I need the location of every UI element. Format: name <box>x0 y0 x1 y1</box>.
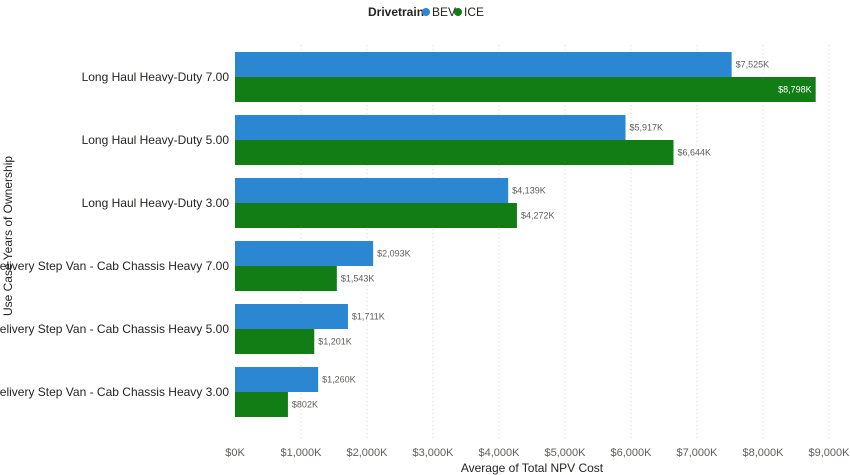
bar-bev <box>235 304 348 329</box>
data-label: $4,139K <box>512 186 546 196</box>
x-tick-label: $8,000K <box>743 447 785 459</box>
category-label: Long Haul Heavy-Duty 5.00 <box>82 133 230 147</box>
category-label: Delivery Step Van - Cab Chassis Heavy 3.… <box>0 385 229 399</box>
bar-ice <box>235 392 288 417</box>
category-label: Delivery Step Van - Cab Chassis Heavy 7.… <box>0 259 229 273</box>
legend-label-ice: ICE <box>464 5 484 19</box>
gridlines <box>300 45 830 438</box>
x-tick-label: $0K <box>225 447 245 459</box>
data-label: $4,272K <box>521 211 555 221</box>
data-label: $1,260K <box>322 375 356 385</box>
category-label: Long Haul Heavy-Duty 3.00 <box>82 196 230 210</box>
bar-bev <box>235 52 732 77</box>
bar-ice <box>235 266 337 291</box>
category-label: Long Haul Heavy-Duty 7.00 <box>82 70 230 84</box>
legend-marker-ice <box>454 8 462 16</box>
x-tick-label: $7,000K <box>677 447 719 459</box>
legend-label-bev: BEV <box>432 5 456 19</box>
y-axis-title: Use Case Years of Ownership <box>1 156 15 316</box>
bar-bev <box>235 241 374 266</box>
data-label: $6,644K <box>678 148 712 158</box>
category-label: Delivery Step Van - Cab Chassis Heavy 5.… <box>0 322 229 336</box>
bar-bev <box>235 367 319 392</box>
x-tick-label: $3,000K <box>413 447 455 459</box>
bar-bev <box>235 115 626 140</box>
data-label: $1,711K <box>352 312 385 322</box>
legend-title: Drivetrain <box>368 5 424 19</box>
x-axis-title: Average of Total NPV Cost <box>461 461 604 475</box>
data-label: $2,093K <box>377 249 411 259</box>
x-tick-label: $2,000K <box>347 447 389 459</box>
bar-ice <box>235 203 517 228</box>
category-labels: Long Haul Heavy-Duty 7.00 Long Haul Heavy… <box>0 70 229 399</box>
data-label: $1,201K <box>318 337 352 347</box>
legend-marker-bev <box>422 8 430 16</box>
bar-bev <box>235 178 509 203</box>
bar-ice <box>235 329 315 354</box>
x-axis-ticks: $0K $1,000K $2,000K $3,000K $4,000K $5,000K $6… <box>225 447 850 459</box>
data-label: $8,798K <box>778 85 812 95</box>
data-label: $5,917K <box>630 123 664 133</box>
bar-ice <box>235 140 674 165</box>
x-tick-label: $6,000K <box>611 447 653 459</box>
x-tick-label: $1,000K <box>281 447 323 459</box>
data-label: $802K <box>292 400 318 410</box>
x-tick-label: $5,000K <box>545 447 587 459</box>
bar-ice <box>235 77 816 102</box>
x-tick-label: $4,000K <box>479 447 521 459</box>
data-label: $7,525K <box>736 60 770 70</box>
legend: Drivetrain BEV ICE <box>368 5 484 19</box>
x-tick-label: $9,000K <box>809 447 850 459</box>
data-label: $1,543K <box>341 274 375 284</box>
bars: $7,525K $8,798K $5,917K $6,644K $4,139K $4,27… <box>235 52 816 417</box>
